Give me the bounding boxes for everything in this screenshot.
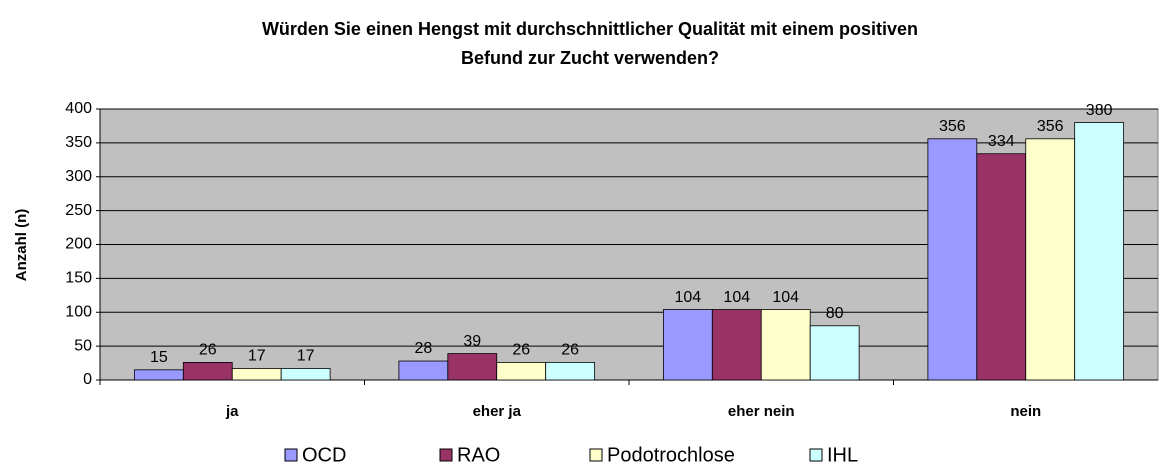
bar — [976, 153, 1027, 381]
bar — [280, 368, 331, 381]
data-label: 15 — [150, 349, 168, 366]
y-tick-label: 350 — [65, 134, 92, 151]
data-label: 104 — [723, 289, 750, 306]
data-label: 356 — [1037, 118, 1064, 135]
legend-swatch — [809, 448, 823, 462]
bar — [760, 309, 811, 381]
data-label: 17 — [297, 348, 315, 365]
y-tick-label: 300 — [65, 168, 92, 185]
data-label: 39 — [463, 333, 481, 350]
legend-label: Podotrochlose — [607, 444, 735, 466]
bar — [711, 309, 762, 381]
y-tick-label: 250 — [65, 202, 92, 219]
bar — [496, 361, 547, 381]
y-tick-label: 50 — [74, 337, 92, 354]
data-label: 80 — [826, 305, 844, 322]
data-label: 356 — [939, 118, 966, 135]
y-tick-label: 200 — [65, 236, 92, 253]
y-tick-label: 400 — [65, 100, 92, 117]
chart-subtitle: Befund zur Zucht verwenden? — [461, 48, 719, 68]
data-label: 26 — [199, 342, 217, 359]
y-tick-label: 150 — [65, 270, 92, 287]
data-label: 17 — [248, 348, 266, 365]
y-axis-label: Anzahl (n) — [13, 209, 30, 282]
data-label: 380 — [1086, 102, 1113, 119]
legend-label: IHL — [827, 444, 858, 466]
x-tick-label: nein — [1010, 403, 1041, 420]
legend-label: RAO — [457, 444, 500, 466]
x-tick-label: ja — [225, 403, 239, 420]
bar — [1074, 122, 1125, 381]
bar — [398, 360, 449, 381]
legend-swatch — [284, 448, 298, 462]
bar — [545, 361, 596, 381]
data-label: 28 — [414, 340, 432, 357]
data-label: 334 — [988, 133, 1015, 150]
chart-title: Würden Sie einen Hengst mit durchschnitt… — [262, 19, 918, 39]
y-tick-label: 0 — [83, 371, 92, 388]
legend-swatch — [439, 448, 453, 462]
x-tick-label: eher ja — [473, 403, 522, 420]
data-label: 104 — [772, 289, 799, 306]
bar — [662, 309, 713, 381]
bar — [231, 368, 282, 381]
x-tick-label: eher nein — [728, 403, 795, 420]
bar — [1025, 138, 1076, 381]
y-tick-label: 100 — [65, 303, 92, 320]
legend-swatch — [589, 448, 603, 462]
bar — [133, 369, 184, 381]
data-label: 26 — [561, 342, 579, 359]
data-label: 26 — [512, 342, 530, 359]
bar — [809, 325, 860, 381]
bar — [447, 353, 498, 381]
bar — [927, 138, 978, 381]
data-label: 104 — [674, 289, 701, 306]
bar — [182, 361, 233, 381]
legend-label: OCD — [302, 444, 346, 466]
